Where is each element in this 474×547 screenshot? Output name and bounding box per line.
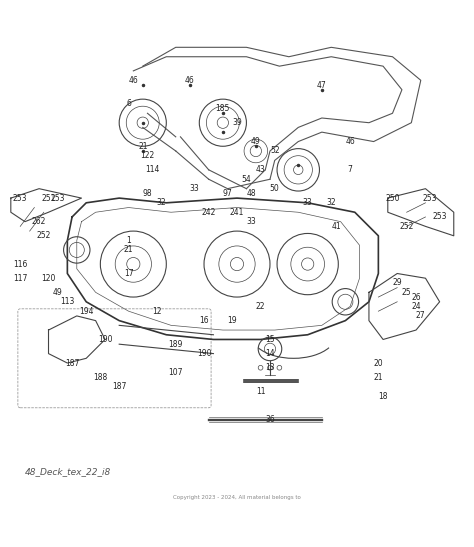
Text: 187: 187 — [112, 382, 127, 391]
Text: 13: 13 — [265, 363, 275, 373]
Text: 39: 39 — [232, 118, 242, 127]
Text: 48: 48 — [246, 189, 256, 198]
Text: 43: 43 — [255, 165, 265, 174]
Text: 33: 33 — [303, 199, 312, 207]
Text: 262: 262 — [32, 217, 46, 226]
Text: Copyright 2023 - 2024, All material belongs to: Copyright 2023 - 2024, All material belo… — [173, 494, 301, 500]
Text: 250: 250 — [385, 194, 400, 202]
Text: 253: 253 — [13, 194, 27, 202]
Text: 251: 251 — [41, 194, 56, 202]
Text: 19: 19 — [228, 316, 237, 325]
Text: 17: 17 — [124, 269, 134, 278]
Text: 46: 46 — [128, 76, 138, 85]
Text: 54: 54 — [242, 174, 251, 184]
Text: 32: 32 — [327, 199, 336, 207]
Text: 14: 14 — [265, 349, 275, 358]
Text: 190: 190 — [197, 349, 211, 358]
Text: 117: 117 — [13, 274, 27, 283]
Text: 252: 252 — [400, 222, 414, 231]
Text: 20: 20 — [374, 358, 383, 368]
Text: 187: 187 — [65, 358, 79, 368]
Text: 12: 12 — [152, 307, 162, 316]
Text: 46: 46 — [185, 76, 195, 85]
Text: 27: 27 — [416, 311, 426, 321]
Text: 120: 120 — [41, 274, 56, 283]
Text: 1: 1 — [126, 236, 131, 245]
Text: 253: 253 — [423, 194, 438, 202]
Text: 52: 52 — [270, 147, 280, 155]
Text: 22: 22 — [256, 302, 265, 311]
Text: 188: 188 — [93, 373, 108, 382]
Text: 16: 16 — [199, 316, 209, 325]
Text: 50: 50 — [270, 184, 280, 193]
Text: 46: 46 — [345, 137, 355, 146]
Text: 18: 18 — [378, 392, 388, 400]
Text: 49: 49 — [53, 288, 63, 297]
Text: 21: 21 — [138, 142, 147, 151]
Text: 113: 113 — [60, 297, 74, 306]
Text: 190: 190 — [98, 335, 112, 344]
Text: 98: 98 — [143, 189, 152, 198]
Text: 48_Deck_tex_22_i8: 48_Deck_tex_22_i8 — [25, 467, 111, 476]
Text: 11: 11 — [256, 387, 265, 396]
Text: 49: 49 — [251, 137, 261, 146]
Text: 252: 252 — [36, 231, 51, 240]
Text: 7: 7 — [347, 165, 353, 174]
Text: 33: 33 — [246, 217, 256, 226]
Text: 21: 21 — [124, 246, 133, 254]
Text: 253: 253 — [51, 194, 65, 202]
Text: 189: 189 — [169, 340, 183, 348]
Text: 32: 32 — [157, 199, 166, 207]
Text: 114: 114 — [145, 165, 159, 174]
Text: 97: 97 — [223, 189, 232, 198]
Text: 33: 33 — [190, 184, 200, 193]
Text: 241: 241 — [230, 208, 244, 217]
Text: 107: 107 — [168, 368, 183, 377]
Text: 25: 25 — [402, 288, 411, 297]
Text: 242: 242 — [201, 208, 216, 217]
Text: 24: 24 — [411, 302, 421, 311]
Text: 41: 41 — [331, 222, 341, 231]
Text: 122: 122 — [140, 151, 155, 160]
Text: 47: 47 — [317, 80, 327, 90]
Text: 185: 185 — [216, 104, 230, 113]
Text: 253: 253 — [432, 212, 447, 222]
Text: 194: 194 — [79, 307, 93, 316]
Text: 29: 29 — [392, 278, 402, 287]
Text: 116: 116 — [13, 260, 27, 269]
Text: 26: 26 — [411, 293, 421, 301]
Text: 15: 15 — [265, 335, 275, 344]
Text: 36: 36 — [265, 415, 275, 424]
Text: 6: 6 — [126, 100, 131, 108]
Text: 21: 21 — [374, 373, 383, 382]
